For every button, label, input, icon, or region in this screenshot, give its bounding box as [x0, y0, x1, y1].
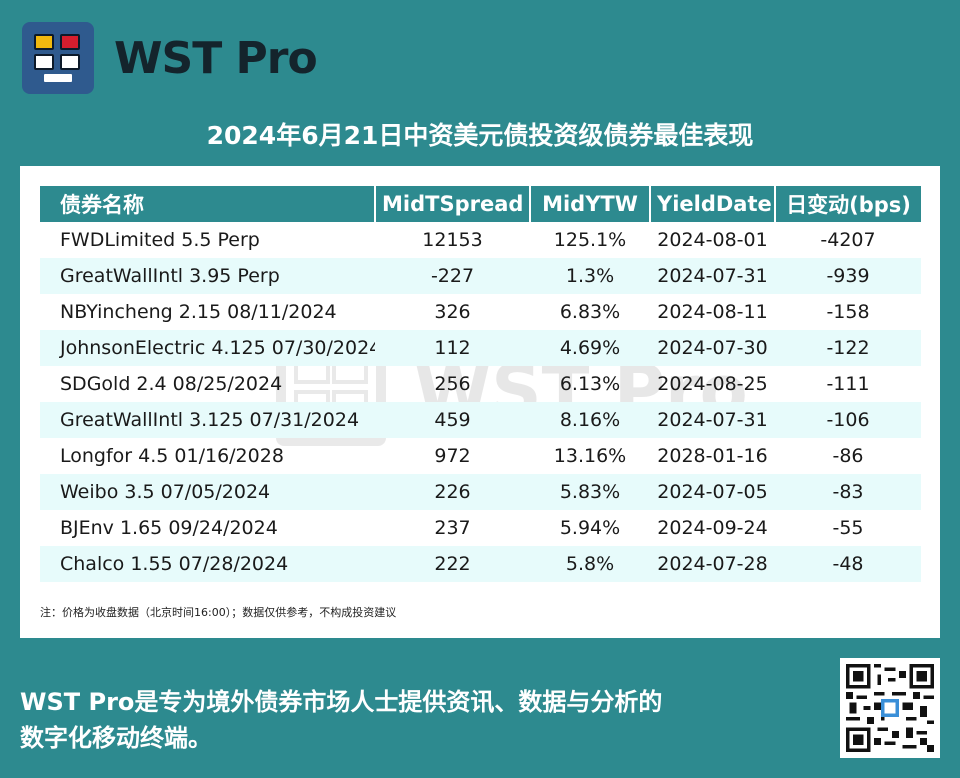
table-row: Chalco 1.55 07/28/2024 222 5.8% 2024-07-… [40, 546, 921, 582]
daily-change: -111 [826, 373, 870, 395]
mid-ytw: 125.1% [553, 229, 627, 251]
mid-t-spread: 459 [375, 402, 530, 438]
mid-ytw: 4.69% [530, 330, 650, 366]
column-header: MidYTW [529, 186, 650, 222]
table-row: GreatWallIntl 3.125 07/31/2024 459 8.16%… [40, 402, 921, 438]
header: WST Pro [22, 22, 318, 94]
daily-change: -55 [832, 517, 864, 539]
daily-change: -48 [775, 546, 921, 582]
bond-name: Weibo 3.5 07/05/2024 [40, 474, 375, 510]
bond-name: FWDLimited 5.5 Perp [60, 229, 260, 251]
mid-ytw: 5.83% [530, 474, 650, 510]
bond-name: Chalco 1.55 07/28/2024 [40, 546, 375, 582]
bond-table: 债券名称 MidTSpread MidYTW YieldDate 日变动(bps… [40, 186, 921, 582]
yield-date: 2024-07-05 [650, 474, 775, 510]
tagline-line-2: 数字化移动终端。 [20, 724, 212, 752]
column-header: MidTSpread [374, 186, 530, 222]
yield-date: 2024-07-30 [650, 330, 775, 366]
yield-date: 2024-08-25 [657, 373, 768, 395]
daily-change: -939 [775, 258, 921, 294]
mid-t-spread: 226 [375, 474, 530, 510]
table-row: FWDLimited 5.5 Perp 12153 125.1% 2024-08… [40, 222, 921, 258]
bond-name: GreatWallIntl 3.95 Perp [40, 258, 375, 294]
column-header: YieldDate [649, 186, 775, 222]
footer-tagline: WST Pro是专为境外债券市场人士提供资讯、数据与分析的 数字化移动终端。 [20, 684, 800, 756]
mid-ytw: 5.8% [530, 546, 650, 582]
mid-t-spread: 112 [375, 330, 530, 366]
mid-t-spread: 222 [375, 546, 530, 582]
bond-name: BJEnv 1.65 09/24/2024 [60, 517, 278, 539]
table-row: JohnsonElectric 4.125 07/30/2024 112 4.6… [40, 330, 921, 366]
mid-t-spread: 972 [434, 445, 471, 467]
mid-ytw: 8.16% [530, 402, 650, 438]
bond-name: GreatWallIntl 3.125 07/31/2024 [40, 402, 375, 438]
daily-change: -106 [775, 402, 921, 438]
header-row: 债券名称 MidTSpread MidYTW YieldDate 日变动(bps… [40, 186, 921, 222]
mid-t-spread: 237 [434, 517, 471, 539]
mid-t-spread: 326 [434, 301, 471, 323]
disclaimer-note: 注：价格为收盘数据（北京时间16:00）；数据仅供参考，不构成投资建议 [40, 606, 397, 619]
mid-ytw: 5.94% [559, 517, 621, 539]
monitor-grid-icon [22, 22, 94, 94]
tagline-line-1: WST Pro是专为境外债券市场人士提供资讯、数据与分析的 [20, 688, 663, 716]
column-header: 日变动(bps) [774, 186, 921, 222]
table-row: Longfor 4.5 01/16/2028 972 13.16% 2028-0… [40, 438, 921, 474]
brand-name: WST Pro [114, 32, 318, 84]
bond-name: NBYincheng 2.15 08/11/2024 [60, 301, 337, 323]
table-row: NBYincheng 2.15 08/11/2024 326 6.83% 202… [40, 294, 921, 330]
daily-change: -122 [775, 330, 921, 366]
yield-date: 2024-07-31 [650, 402, 775, 438]
bond-name: Longfor 4.5 01/16/2028 [60, 445, 284, 467]
daily-change: -4207 [820, 229, 876, 251]
bond-name: JohnsonElectric 4.125 07/30/2024 [40, 330, 375, 366]
daily-change: -158 [826, 301, 870, 323]
page-title: 2024年6月21日中资美元债投资级债券最佳表现 [206, 121, 754, 150]
yield-date: 2028-01-16 [657, 445, 768, 467]
mid-ytw: 13.16% [553, 445, 627, 467]
table-card: WST Pro 债券名称 MidTSpread MidYTW YieldDate… [20, 166, 940, 638]
yield-date: 2024-08-01 [657, 229, 768, 251]
mid-t-spread: 12153 [422, 229, 483, 251]
yield-date: 2024-07-31 [650, 258, 775, 294]
mid-ytw: 1.3% [530, 258, 650, 294]
daily-change: -86 [832, 445, 864, 467]
table-row: BJEnv 1.65 09/24/2024 237 5.94% 2024-09-… [40, 510, 921, 546]
column-header: 债券名称 [40, 186, 375, 222]
mid-ytw: 6.83% [559, 301, 621, 323]
mid-t-spread: -227 [375, 258, 530, 294]
yield-date: 2024-09-24 [657, 517, 768, 539]
mid-ytw: 6.13% [559, 373, 621, 395]
yield-date: 2024-07-28 [650, 546, 775, 582]
table-row: SDGold 2.4 08/25/2024 256 6.13% 2024-08-… [40, 366, 921, 402]
yield-date: 2024-08-11 [657, 301, 768, 323]
table-row: GreatWallIntl 3.95 Perp -227 1.3% 2024-0… [40, 258, 921, 294]
daily-change: -83 [775, 474, 921, 510]
bond-name: SDGold 2.4 08/25/2024 [60, 373, 283, 395]
qr-code-icon [840, 658, 940, 758]
table-row: Weibo 3.5 07/05/2024 226 5.83% 2024-07-0… [40, 474, 921, 510]
mid-t-spread: 256 [434, 373, 471, 395]
